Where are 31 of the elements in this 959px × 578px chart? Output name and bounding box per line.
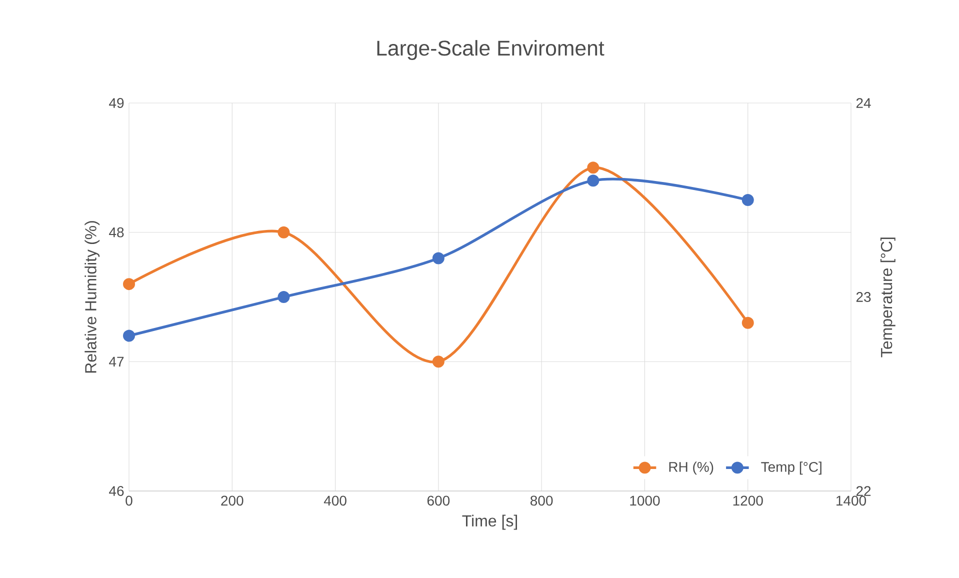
y-tick-label: 46: [109, 486, 124, 496]
y-tick-label: 47: [109, 356, 124, 366]
point: [587, 162, 600, 174]
legend-label: Temp [°C]: [761, 462, 822, 475]
x-tick-label: 800: [530, 496, 553, 506]
x-axis-title: Time [s]: [462, 514, 517, 530]
point: [587, 174, 600, 187]
y2-tick-label: 24: [856, 98, 871, 108]
x-tick-label: 1000: [630, 496, 660, 506]
x-tick-label: 400: [324, 496, 346, 506]
x-tick-label: 200: [221, 496, 244, 506]
point: [432, 252, 444, 264]
point: [278, 226, 290, 238]
x-tick-label: 1400: [836, 496, 866, 506]
y-tick-label: 48: [109, 227, 124, 238]
y2-tick-label: 22: [856, 486, 871, 496]
y-tick-label: 49: [109, 98, 124, 108]
point: [123, 278, 136, 290]
x-tick-label: 0: [126, 496, 132, 506]
x-tick-label: 600: [427, 496, 450, 506]
x-tick-label: 1200: [733, 496, 763, 506]
chart-title: Large-Scale Enviroment: [377, 40, 604, 60]
point: [742, 194, 754, 206]
legend-label: RH (%): [669, 462, 714, 475]
y-axis-title: Relative Humidity (%): [84, 221, 100, 373]
point: [278, 290, 290, 303]
y2-tick-label: 23: [856, 292, 871, 302]
point: [432, 356, 444, 368]
point: [742, 316, 754, 329]
y2-axis-title: Temperature [°C]: [880, 238, 896, 358]
point: [123, 330, 136, 342]
